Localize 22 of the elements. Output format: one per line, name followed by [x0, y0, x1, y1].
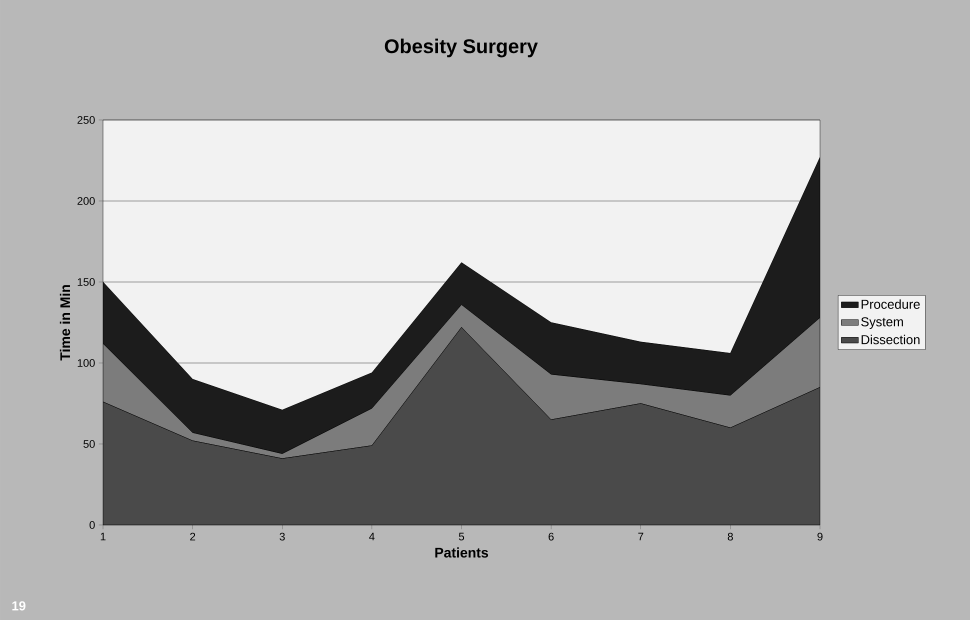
y-tick-label: 200 — [78, 197, 95, 205]
x-tick-label: 2 — [190, 532, 196, 540]
x-tick-label: 3 — [280, 532, 285, 541]
y-tick-label: 50 — [83, 440, 95, 448]
legend-label: Procedure — [862, 299, 920, 309]
chart-title: Obesity Surgery — [384, 38, 538, 58]
y-tick-label: 250 — [78, 116, 95, 124]
x-tick-label: 8 — [728, 532, 733, 541]
x-tick-label: 4 — [369, 532, 375, 540]
x-tick-label: 9 — [817, 532, 823, 541]
legend-label: System — [861, 317, 903, 329]
x-axis-title: Patients — [435, 547, 488, 558]
y-tick-label: 100 — [78, 359, 95, 367]
text: 19 — [12, 601, 26, 610]
y-tick-label: 0 — [90, 521, 95, 529]
x-tick-label: 7 — [638, 532, 644, 540]
y-tick-label: 150 — [78, 278, 95, 286]
legend-label: Dissection — [862, 334, 920, 344]
x-tick-label: 6 — [548, 532, 554, 541]
x-tick-label: 1 — [100, 532, 106, 540]
y-axis-title: Time in Min — [60, 285, 70, 361]
x-tick-label: 5 — [458, 532, 464, 540]
